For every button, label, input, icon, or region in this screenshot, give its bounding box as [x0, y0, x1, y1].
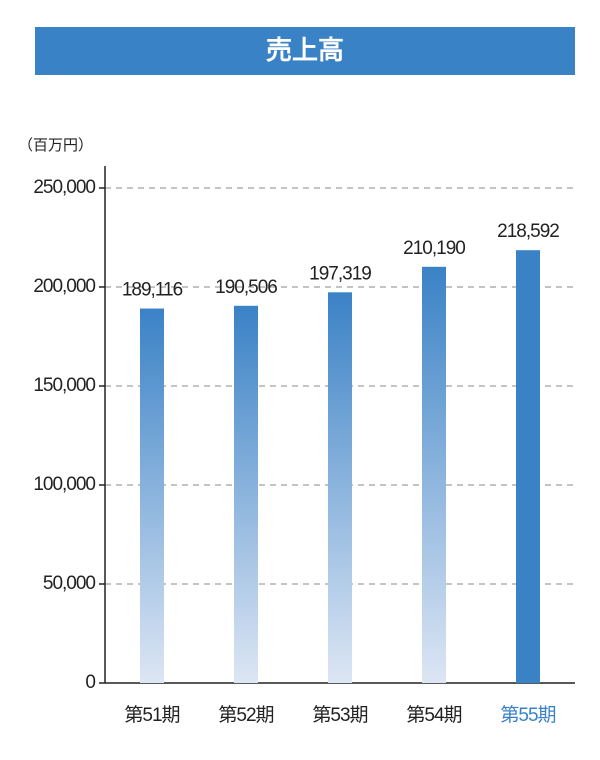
bar — [234, 305, 258, 683]
x-tick-label: 第52期 — [218, 704, 273, 726]
value-label: 190,506 — [215, 277, 277, 298]
bar — [328, 292, 352, 683]
chart-title: 売上高 — [266, 35, 344, 65]
bar — [422, 266, 446, 683]
y-tick-label: 250,000 — [33, 177, 95, 198]
bar — [516, 250, 540, 683]
bar — [140, 308, 164, 683]
x-tick-label: 第54期 — [406, 704, 461, 726]
x-tick-label: 第51期 — [124, 704, 179, 726]
x-tick-label: 第55期 — [500, 704, 555, 726]
unit-label: （百万円） — [18, 137, 93, 154]
title-banner — [35, 27, 575, 75]
x-tick-label: 第53期 — [312, 704, 367, 726]
y-tick-label: 150,000 — [33, 375, 95, 396]
y-tick-label: 200,000 — [33, 276, 95, 297]
value-label: 189,116 — [122, 280, 183, 301]
y-tick-label: 50,000 — [43, 573, 96, 594]
y-tick-label: 0 — [85, 672, 95, 693]
y-tick-label: 100,000 — [33, 474, 95, 495]
value-label: 197,319 — [309, 263, 371, 284]
value-label: 210,190 — [403, 238, 465, 259]
value-label: 218,592 — [497, 221, 559, 242]
